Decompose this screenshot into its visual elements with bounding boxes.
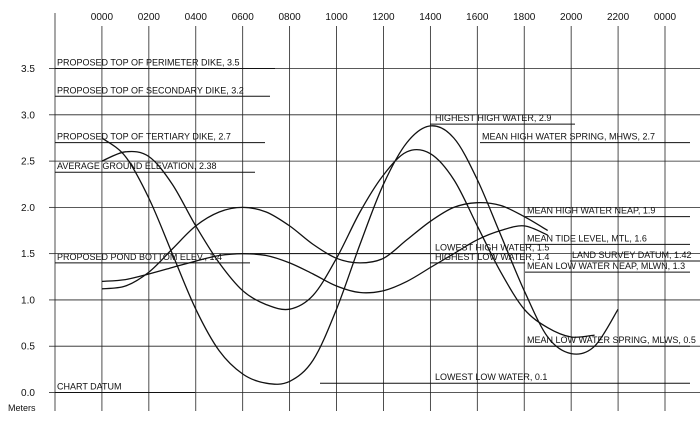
annotation: MEAN HIGH WATER SPRING, MHWS, 2.7	[482, 132, 655, 142]
annotation: AVERAGE GROUND ELEVATION, 2.38	[57, 161, 217, 171]
annotation: PROPOSED TOP OF TERTIARY DIKE, 2.7	[57, 132, 231, 142]
annotation: PROPOSED TOP OF PERIMETER DIKE, 3.5	[57, 58, 240, 68]
y-tick-label: 1.5	[21, 249, 35, 260]
x-tick-label: 0600	[232, 12, 255, 23]
y-tick-label: 0.0	[21, 388, 35, 399]
x-tick-label: 2200	[607, 12, 630, 23]
y-tick-label: 3.0	[21, 110, 35, 121]
annotation: LOWEST HIGH WATER, 1.5	[435, 243, 549, 253]
y-tick-label: 0.5	[21, 342, 35, 353]
annotation: LOWEST LOW WATER, 0.1	[435, 372, 547, 382]
tide-curve	[101, 125, 619, 385]
x-tick-label: 1800	[513, 12, 536, 23]
y-tick-label: 1.0	[21, 295, 35, 306]
annotation: PROPOSED POND BOTTOM ELEV., 1.4	[57, 252, 222, 262]
y-tick-label: 2.5	[21, 157, 35, 168]
x-tick-label: 1000	[325, 12, 348, 23]
y-axis-label: Meters	[8, 403, 36, 413]
annotation: CHART DATUM	[57, 381, 122, 391]
x-tick-label: 0000	[654, 12, 677, 23]
tide-curve	[101, 201, 549, 290]
annotation: MEAN LOW WATER SPRING, MLWS, 0.5	[527, 335, 696, 345]
x-tick-label: 1200	[372, 12, 395, 23]
tide-curve	[101, 149, 595, 338]
x-tick-label: 0200	[138, 12, 161, 23]
annotation: LAND SURVEY DATUM, 1.42	[572, 250, 692, 260]
x-tick-label: 0800	[278, 12, 301, 23]
x-tick-label: 0000	[91, 12, 114, 23]
y-tick-label: 3.5	[21, 64, 35, 75]
y-tick-label: 2.0	[21, 203, 35, 214]
annotation: MEAN LOW WATER NEAP, MLWN, 1.3	[527, 261, 685, 271]
annotation: MEAN TIDE LEVEL, MTL, 1.6	[527, 233, 647, 243]
annotation: MEAN HIGH WATER NEAP, 1.9	[527, 206, 655, 216]
tide-curve	[101, 225, 548, 294]
x-tick-label: 2000	[560, 12, 583, 23]
annotation: HIGHEST HIGH WATER, 2.9	[435, 113, 551, 123]
annotation: PROPOSED TOP OF SECONDARY DIKE, 3.2	[57, 85, 244, 95]
x-tick-label: 1400	[419, 12, 442, 23]
x-tick-label: 1600	[466, 12, 489, 23]
x-tick-label: 0400	[185, 12, 208, 23]
